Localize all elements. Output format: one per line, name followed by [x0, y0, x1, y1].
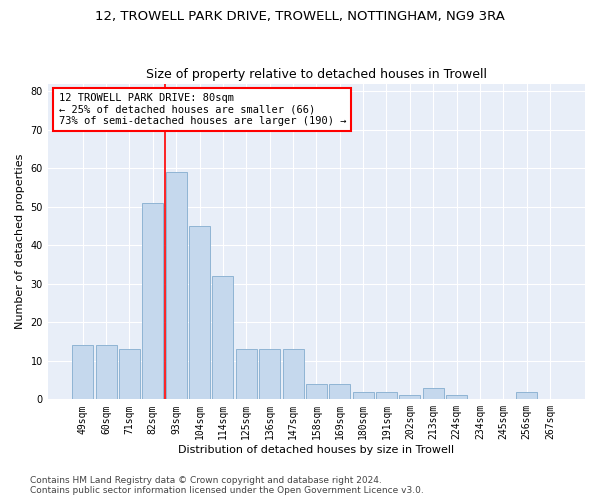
Bar: [119, 350, 140, 400]
Bar: [306, 384, 327, 400]
Bar: [329, 384, 350, 400]
Text: Contains HM Land Registry data © Crown copyright and database right 2024.
Contai: Contains HM Land Registry data © Crown c…: [30, 476, 424, 495]
Bar: [376, 392, 397, 400]
Bar: [423, 388, 444, 400]
Bar: [189, 226, 210, 400]
Bar: [400, 396, 421, 400]
Title: Size of property relative to detached houses in Trowell: Size of property relative to detached ho…: [146, 68, 487, 81]
Bar: [353, 392, 374, 400]
Y-axis label: Number of detached properties: Number of detached properties: [15, 154, 25, 329]
Bar: [72, 346, 93, 400]
Bar: [212, 276, 233, 400]
Bar: [516, 392, 537, 400]
Bar: [95, 346, 116, 400]
Bar: [142, 203, 163, 400]
Bar: [259, 350, 280, 400]
Bar: [166, 172, 187, 400]
Text: 12, TROWELL PARK DRIVE, TROWELL, NOTTINGHAM, NG9 3RA: 12, TROWELL PARK DRIVE, TROWELL, NOTTING…: [95, 10, 505, 23]
Bar: [236, 350, 257, 400]
X-axis label: Distribution of detached houses by size in Trowell: Distribution of detached houses by size …: [178, 445, 454, 455]
Bar: [446, 396, 467, 400]
Text: 12 TROWELL PARK DRIVE: 80sqm
← 25% of detached houses are smaller (66)
73% of se: 12 TROWELL PARK DRIVE: 80sqm ← 25% of de…: [59, 93, 346, 126]
Bar: [283, 350, 304, 400]
